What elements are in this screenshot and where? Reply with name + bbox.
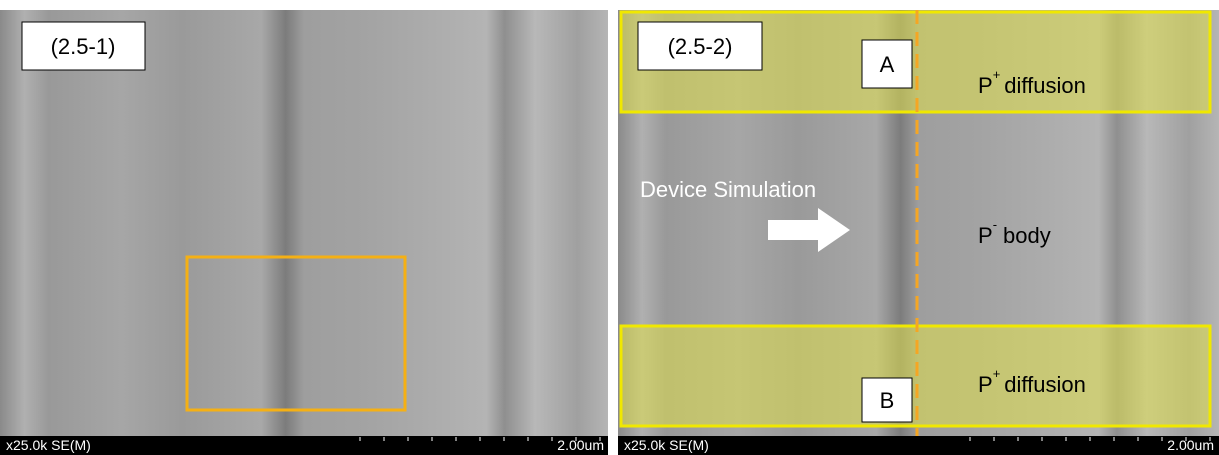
magnification: x25.0k SE(M) (6, 437, 91, 453)
magnification: x25.0k SE(M) (624, 437, 709, 453)
text: diffusion (1004, 372, 1086, 397)
base: P (978, 73, 993, 98)
text: diffusion (1004, 73, 1086, 98)
figure: x25.0k SE(M) 2.00um (2.5-1) x25.0k SE(M)… (0, 0, 1219, 455)
marker: B (880, 388, 895, 413)
sup: + (993, 366, 1001, 381)
scale: 2.00um (1167, 437, 1214, 453)
sup: + (993, 67, 1001, 82)
base: P (978, 372, 993, 397)
text: body (1003, 223, 1051, 248)
panel-label: (2.5-2) (668, 34, 733, 59)
info-bar (0, 436, 608, 455)
marker: A (880, 52, 895, 77)
arrow-label: Device Simulation (640, 177, 816, 202)
scale: 2.00um (557, 437, 604, 453)
panel-label: (2.5-1) (51, 34, 116, 59)
sup: - (993, 217, 997, 232)
sem-image (0, 10, 608, 436)
base: P (978, 223, 993, 248)
